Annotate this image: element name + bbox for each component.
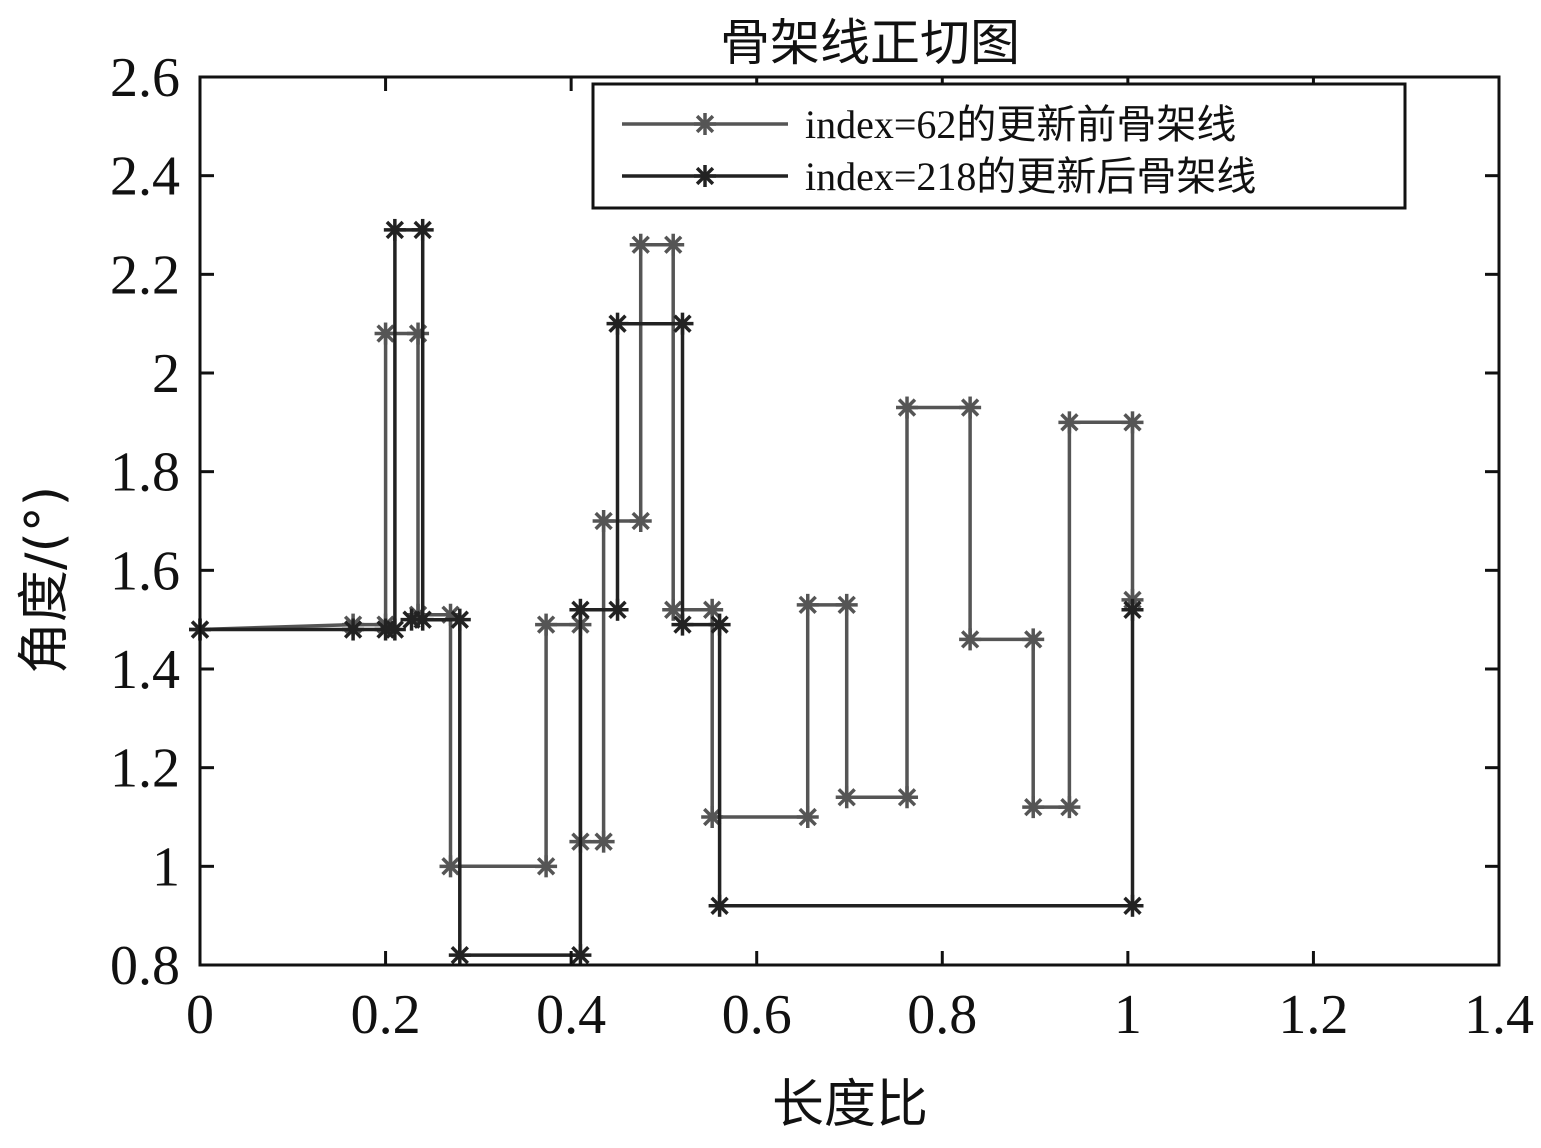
legend-label-2: index=218的更新后骨架线 — [805, 154, 1256, 199]
y-tick-label: 1.6 — [110, 540, 180, 602]
series-1-point — [407, 322, 430, 345]
series-1-point — [629, 233, 652, 256]
legend-marker-2 — [694, 165, 716, 187]
series-1-point — [959, 396, 982, 419]
series-1-point — [439, 855, 462, 878]
y-tick-label: 1.8 — [110, 442, 180, 504]
series-2-point — [569, 598, 592, 621]
y-tick-label: 2.4 — [110, 146, 180, 208]
y-tick-label: 1.2 — [110, 738, 180, 800]
series-2-point — [606, 312, 629, 335]
series-layer — [189, 218, 1144, 967]
x-axis-title: 长度比 — [772, 1075, 928, 1135]
series-2-point — [383, 618, 406, 641]
series-1-point — [796, 806, 819, 828]
chart-title: 骨架线正切图 — [720, 14, 1020, 72]
series-1-point — [592, 830, 615, 853]
series-1-point — [1022, 628, 1045, 651]
series-1-point — [796, 593, 819, 616]
y-tick-label: 0.8 — [110, 935, 180, 997]
x-tick-labels: 0 0.2 0.4 0.6 0.8 1 1.2 1.4 — [186, 984, 1534, 1046]
series-1-point — [662, 598, 685, 621]
series-2-point — [708, 613, 731, 636]
y-tick-labels: 0.8 1 1.2 1.4 1.6 1.8 2 2.2 2.4 2.6 — [110, 47, 180, 997]
x-tick-label: 1.4 — [1464, 984, 1534, 1046]
y-tick-label: 1.4 — [110, 639, 180, 701]
series-1-point — [629, 510, 652, 532]
series-2-point — [342, 618, 365, 641]
series-2-point — [606, 598, 629, 621]
series-2-point — [671, 613, 694, 636]
series-1-point — [1058, 796, 1081, 819]
series-2-point — [708, 894, 731, 917]
series-1-point — [896, 396, 919, 419]
plot-frame — [198, 75, 1501, 967]
series-1-point — [535, 855, 558, 878]
x-tick-label: 0 — [186, 984, 214, 1046]
series-2-point — [448, 608, 471, 631]
legend-marker-1 — [694, 113, 716, 135]
x-tick-label: 1.2 — [1278, 984, 1348, 1046]
legend: index=62的更新前骨架线 index=218的更新后骨架线 — [591, 82, 1407, 210]
legend-box — [591, 82, 1407, 210]
legend-label-1: index=62的更新前骨架线 — [805, 102, 1236, 147]
series-line-1 — [199, 242, 1135, 869]
y-axis-title: 角度/(°) — [15, 486, 75, 674]
y-tick-label: 2.6 — [110, 47, 180, 109]
series-1-point — [1058, 411, 1081, 434]
series-2-point — [448, 944, 471, 967]
series-2-point — [1121, 598, 1144, 621]
series-2-point — [1121, 894, 1144, 917]
series-1-point — [374, 322, 397, 345]
y-tick-label: 2 — [152, 343, 180, 405]
series-1-point — [662, 233, 685, 256]
series-2-point — [569, 944, 592, 967]
axis-ticks — [198, 75, 1501, 967]
series-1-point — [1121, 411, 1144, 434]
series-1-point — [835, 786, 858, 809]
x-tick-label: 1 — [1114, 984, 1142, 1046]
x-tick-label: 0.2 — [351, 984, 421, 1046]
legend-entries: index=62的更新前骨架线 index=218的更新后骨架线 — [622, 102, 1256, 199]
series-1-point — [1022, 796, 1045, 819]
series-1-point — [835, 593, 858, 616]
x-tick-label: 0.4 — [536, 984, 606, 1046]
y-tick-label: 2.2 — [110, 244, 180, 306]
x-tick-label: 0.6 — [722, 984, 792, 1046]
series-1-point — [959, 628, 982, 651]
series-1-point — [592, 510, 615, 532]
series-line-2 — [200, 228, 1135, 957]
series-1-point — [896, 786, 919, 809]
y-tick-label: 1 — [152, 836, 180, 898]
series-2-point — [411, 218, 434, 241]
x-tick-label: 0.8 — [907, 984, 977, 1046]
series-1-point — [535, 613, 558, 636]
series-2-point — [383, 218, 406, 241]
series-2-point — [671, 312, 694, 335]
series-2-point — [400, 608, 423, 631]
